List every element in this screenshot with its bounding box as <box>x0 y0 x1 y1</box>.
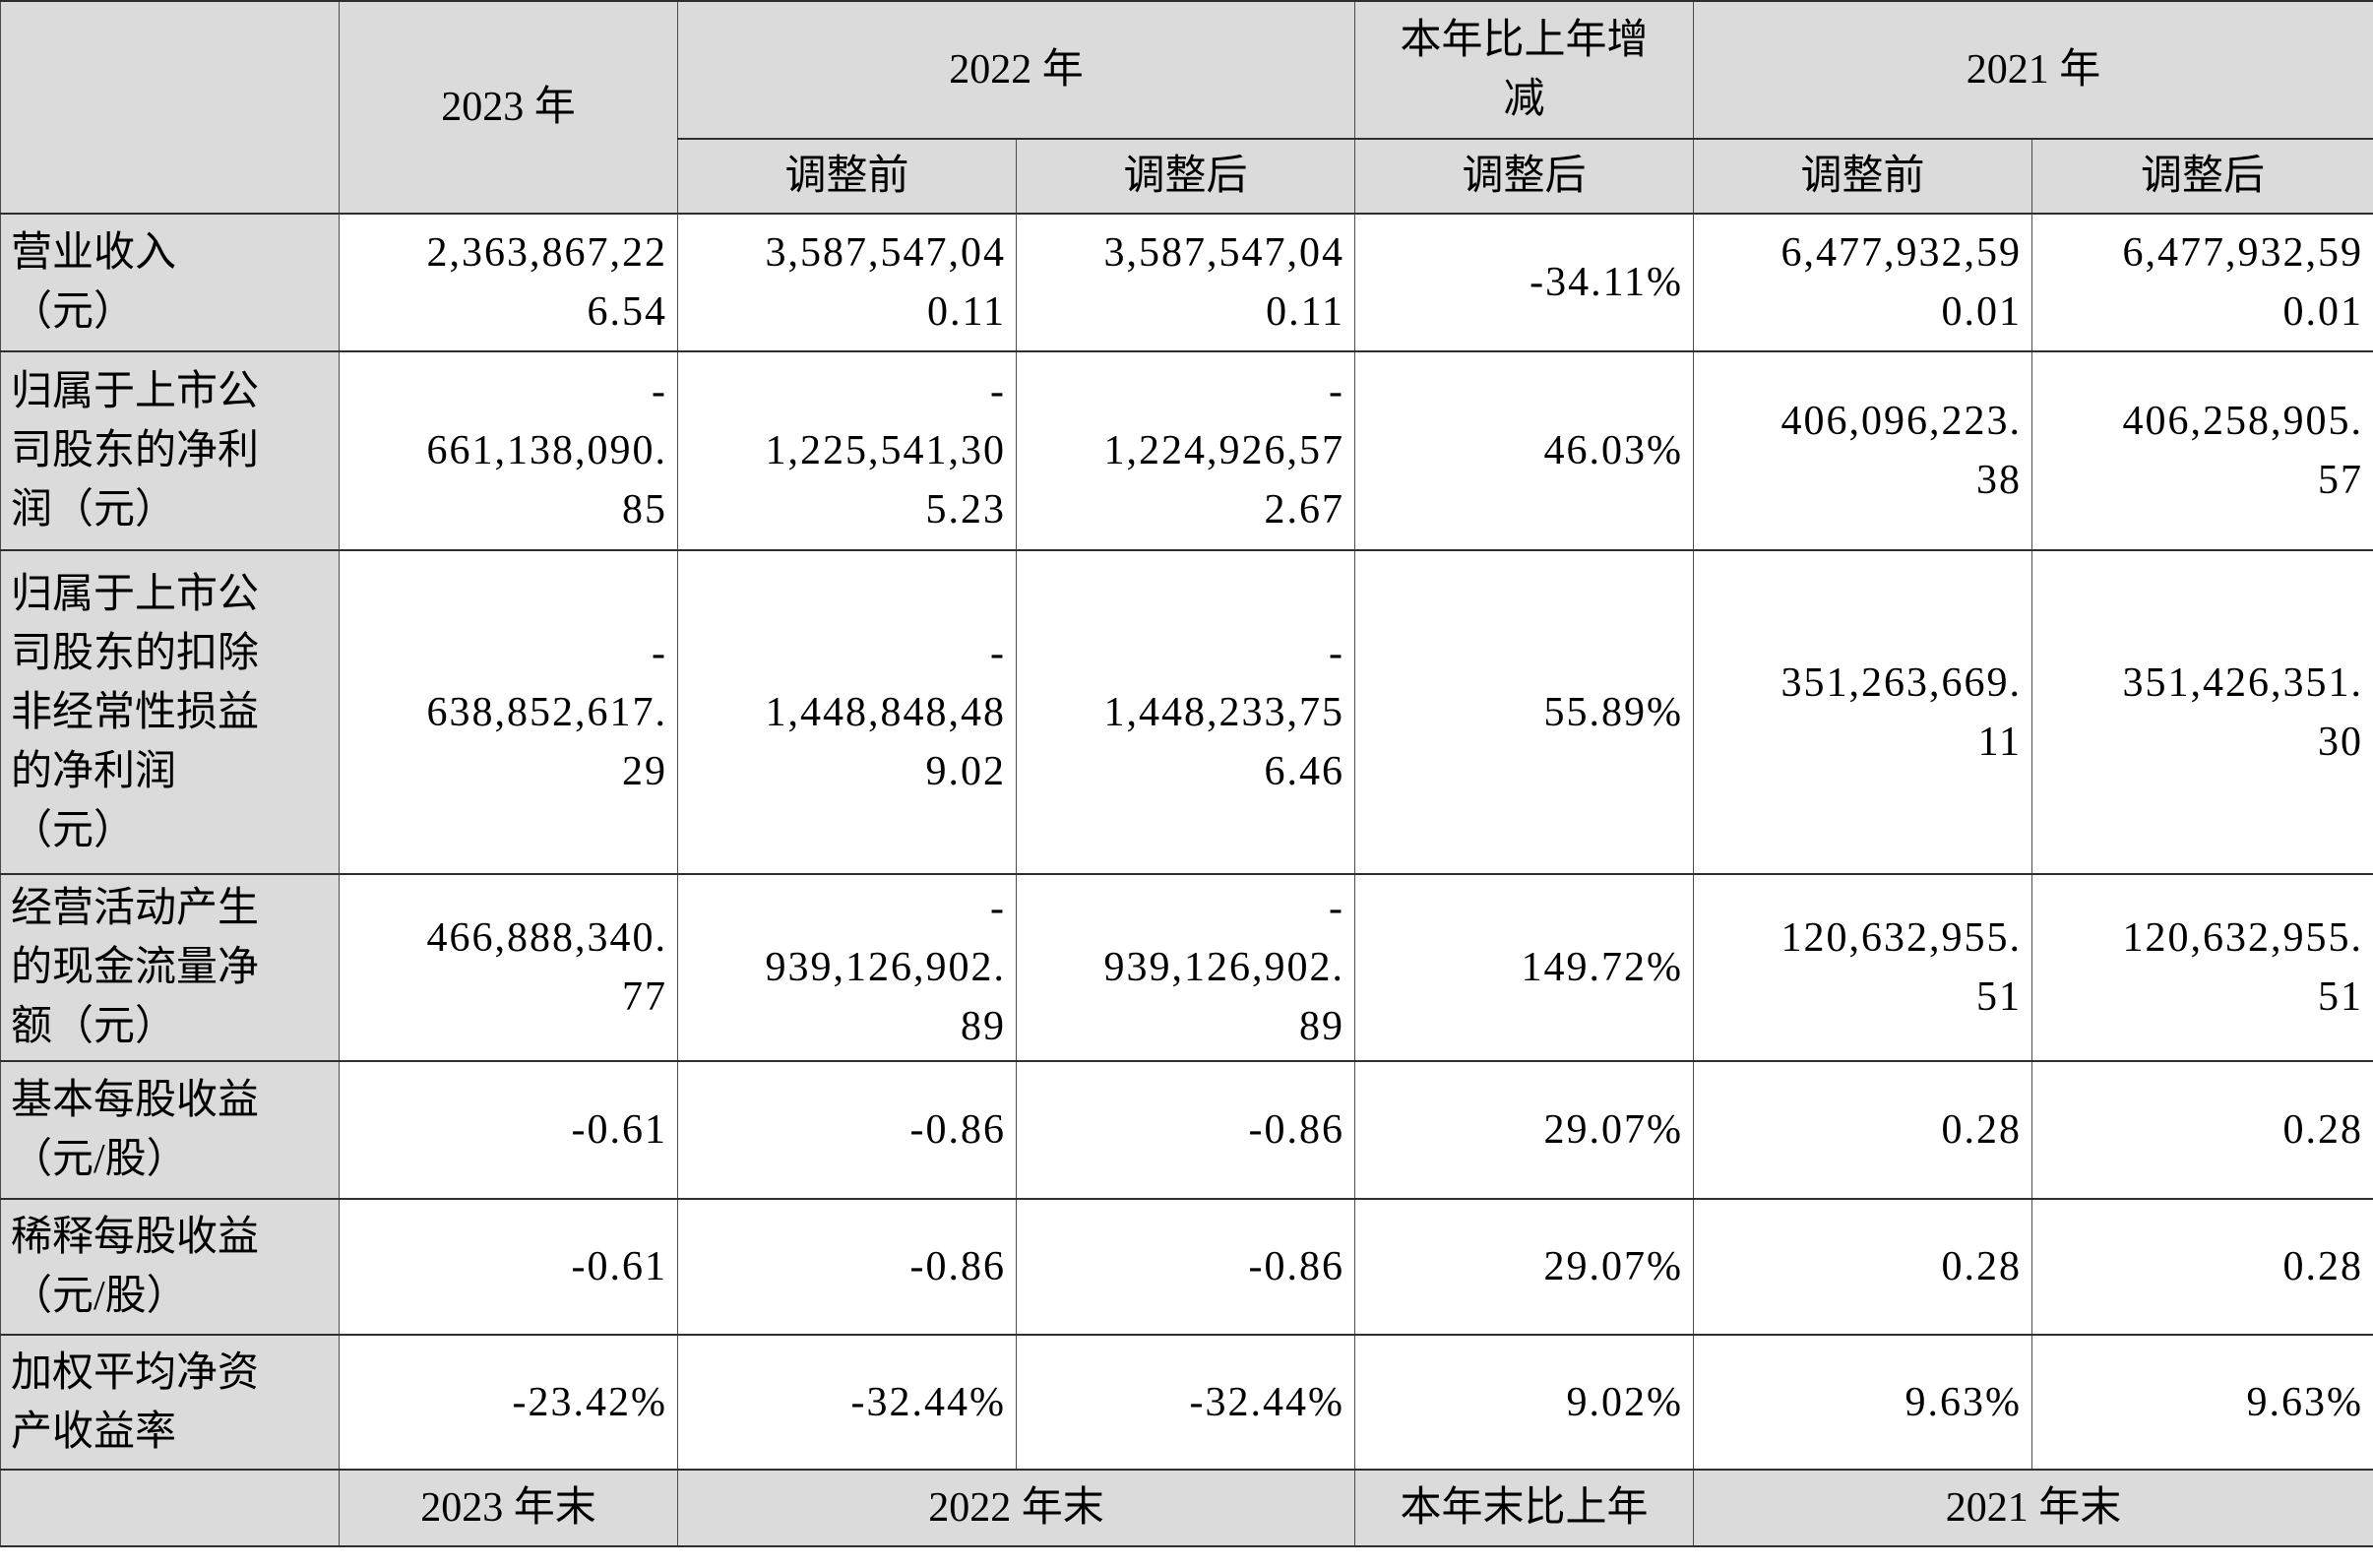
value-cell: 9.02% <box>1354 1334 1695 1471</box>
value-cell: 3,587,547,04 0.11 <box>1015 213 1356 352</box>
value-cell: - 939,126,902. 89 <box>677 873 1017 1062</box>
header-yoy-change: 本年比上年增 减 <box>1354 0 1695 140</box>
value-cell: - 1,448,848,48 9.02 <box>677 549 1017 875</box>
subheader-2021-pre: 调整前 <box>1693 138 2033 215</box>
value-cell: 406,096,223. 38 <box>1693 350 2033 551</box>
value-cell: - 1,224,926,57 2.67 <box>1015 350 1356 551</box>
footer-corner-cell <box>0 1469 340 1547</box>
row-label-operating-cash-flow: 经营活动产生 的现金流量净 额（元） <box>0 873 340 1062</box>
value-cell: 9.63% <box>1693 1334 2033 1471</box>
value-cell: 2,363,867,22 6.54 <box>339 213 678 352</box>
value-cell: 29.07% <box>1354 1060 1695 1200</box>
table-row: 经营活动产生 的现金流量净 额（元） 466,888,340. 77 - 939… <box>0 873 2373 1062</box>
row-label-operating-revenue: 营业收入 （元） <box>0 213 340 352</box>
value-cell: 351,263,669. 11 <box>1693 549 2033 875</box>
value-cell: - 939,126,902. 89 <box>1015 873 1356 1062</box>
value-cell: -0.86 <box>1015 1198 1356 1336</box>
table-row: 稀释每股收益 （元/股） -0.61 -0.86 -0.86 29.07% 0.… <box>0 1198 2373 1336</box>
value-cell: 3,587,547,04 0.11 <box>677 213 1017 352</box>
table-row: 归属于上市公 司股东的净利 润（元） - 661,138,090. 85 - 1… <box>0 350 2373 551</box>
value-cell: -0.86 <box>677 1198 1017 1336</box>
value-cell: 120,632,955. 51 <box>2031 873 2373 1062</box>
value-cell: 466,888,340. 77 <box>339 873 678 1062</box>
table-row: 基本每股收益 （元/股） -0.61 -0.86 -0.86 29.07% 0.… <box>0 1060 2373 1200</box>
value-cell: 9.63% <box>2031 1334 2373 1471</box>
table-row: 加权平均净资 产收益率 -23.42% -32.44% -32.44% 9.02… <box>0 1334 2373 1471</box>
footer-2023-end: 2023 年末 <box>339 1469 678 1547</box>
value-cell: -32.44% <box>1015 1334 1356 1471</box>
value-cell: 0.28 <box>2031 1060 2373 1200</box>
header-2022: 2022 年 <box>676 0 1356 140</box>
value-cell: -23.42% <box>339 1334 678 1471</box>
value-cell: - 1,225,541,30 5.23 <box>677 350 1017 551</box>
value-cell: -0.86 <box>677 1060 1017 1200</box>
value-cell: 0.28 <box>2031 1198 2373 1336</box>
footer-yoy-end-change: 本年末比上年 <box>1354 1469 1695 1547</box>
header-2023: 2023 年 <box>339 0 678 215</box>
row-label-net-profit: 归属于上市公 司股东的净利 润（元） <box>0 350 340 551</box>
value-cell: 149.72% <box>1354 873 1695 1062</box>
value-cell: 6,477,932,59 0.01 <box>1693 213 2033 352</box>
value-cell: 351,426,351. 30 <box>2031 549 2373 875</box>
value-cell: - 661,138,090. 85 <box>339 350 678 551</box>
row-label-diluted-eps: 稀释每股收益 （元/股） <box>0 1198 340 1336</box>
header-year-row: 2023 年 2022 年 本年比上年增 减 2021 年 <box>0 0 2373 215</box>
subheader-2022-pre: 调整前 <box>677 138 1017 215</box>
footer-2021-end: 2021 年末 <box>1693 1469 2373 1547</box>
value-cell: 55.89% <box>1354 549 1695 875</box>
subheader-2022-post: 调整后 <box>1015 138 1356 215</box>
row-label-basic-eps: 基本每股收益 （元/股） <box>0 1060 340 1200</box>
value-cell: -34.11% <box>1354 213 1695 352</box>
header-adjust-row: 调整前 调整后 调整后 调整前 调整后 <box>1 138 2373 215</box>
corner-cell <box>0 0 340 215</box>
value-cell: - 638,852,617. 29 <box>339 549 678 875</box>
value-cell: -32.44% <box>677 1334 1017 1471</box>
value-cell: -0.86 <box>1015 1060 1356 1200</box>
value-cell: -0.61 <box>339 1198 678 1336</box>
subheader-2021-post: 调整后 <box>2031 138 2373 215</box>
row-label-net-profit-excl-nonrecurring: 归属于上市公 司股东的扣除 非经常性损益 的净利润 （元） <box>0 549 340 875</box>
value-cell: -0.61 <box>339 1060 678 1200</box>
value-cell: 0.28 <box>1693 1060 2033 1200</box>
header-2021: 2021 年 <box>1693 0 2373 140</box>
value-cell: 46.03% <box>1354 350 1695 551</box>
value-cell: 0.28 <box>1693 1198 2033 1336</box>
table-row: 归属于上市公 司股东的扣除 非经常性损益 的净利润 （元） - 638,852,… <box>0 549 2373 875</box>
value-cell: 29.07% <box>1354 1198 1695 1336</box>
footer-2022-end: 2022 年末 <box>676 1469 1356 1547</box>
row-label-weighted-avg-roe: 加权平均净资 产收益率 <box>0 1334 340 1471</box>
subheader-change-post: 调整后 <box>1354 138 1695 215</box>
value-cell: - 1,448,233,75 6.46 <box>1015 549 1356 875</box>
table-row: 营业收入 （元） 2,363,867,22 6.54 3,587,547,04 … <box>0 213 2373 352</box>
value-cell: 406,258,905. 57 <box>2031 350 2373 551</box>
value-cell: 120,632,955. 51 <box>1693 873 2033 1062</box>
footer-year-end-row: 2023 年末 2022 年末 本年末比上年 2021 年末 <box>0 1469 2373 1547</box>
value-cell: 6,477,932,59 0.01 <box>2031 213 2373 352</box>
